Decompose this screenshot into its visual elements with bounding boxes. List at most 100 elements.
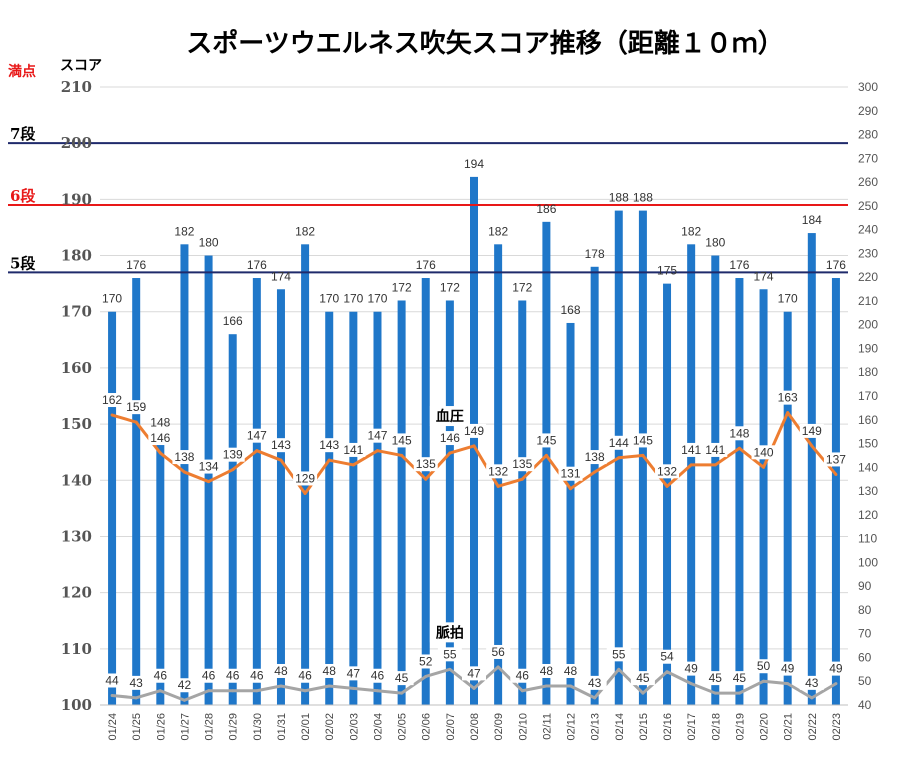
rank-label: 7段 [10, 125, 35, 143]
bar-value-label: 170 [102, 292, 122, 306]
point-label-bg [341, 442, 366, 457]
point-value-label: 55 [612, 647, 626, 661]
score-bar [132, 278, 141, 705]
series-point [351, 686, 355, 690]
point-value-label: 132 [488, 464, 508, 478]
series-point [569, 487, 573, 491]
bar-value-label: 188 [633, 191, 653, 205]
point-label-bg [148, 431, 173, 446]
point-label-bg [220, 668, 245, 683]
bar-value-label: 180 [199, 236, 219, 250]
series-point [255, 689, 259, 693]
x-tick-label: 01/29 [228, 713, 240, 741]
bar-value-label: 174 [271, 269, 291, 283]
bar-value-label: 184 [802, 213, 822, 227]
x-tick-label: 02/20 [759, 713, 771, 741]
point-label-bg [606, 647, 631, 662]
right-tick-label: 140 [858, 460, 878, 474]
score-bar [445, 300, 454, 705]
series-point [593, 696, 597, 700]
point-value-label: 159 [126, 400, 146, 414]
series-point [617, 667, 621, 671]
left-axis-label: スコア [60, 58, 102, 74]
point-label-bg [703, 671, 728, 686]
bar-value-label: 188 [609, 191, 629, 205]
point-label-bg [823, 452, 848, 467]
perfect-score-label: 満点 [8, 63, 36, 80]
point-value-label: 143 [271, 438, 291, 452]
series-point [231, 468, 235, 472]
point-label-bg [268, 663, 293, 678]
score-bar [421, 278, 430, 705]
point-value-label: 138 [174, 450, 194, 464]
point-value-label: 147 [247, 429, 267, 443]
point-label-bg [510, 668, 535, 683]
series-point [762, 465, 766, 469]
point-label-bg [100, 673, 125, 688]
score-bar [687, 244, 696, 706]
score-bar [470, 176, 478, 705]
point-value-label: 45 [395, 671, 409, 685]
series-point [207, 480, 211, 484]
series-point [400, 691, 404, 695]
point-value-label: 144 [609, 436, 629, 450]
score-bar [276, 289, 285, 705]
score-bar [228, 334, 237, 705]
series-point [448, 667, 452, 671]
series-point [786, 411, 790, 415]
bar-value-label: 182 [295, 224, 315, 238]
point-value-label: 45 [709, 671, 723, 685]
series-point [158, 689, 162, 693]
point-value-label: 46 [154, 669, 168, 683]
x-tick-label: 02/18 [710, 713, 722, 741]
bar-value-label: 180 [705, 236, 725, 250]
point-label-bg [630, 433, 655, 448]
left-tick-label: 150 [61, 415, 92, 433]
left-tick-label: 100 [61, 696, 92, 714]
point-value-label: 145 [633, 433, 653, 447]
bar-value-label: 182 [174, 224, 194, 238]
point-value-label: 141 [705, 443, 725, 457]
right-tick-label: 120 [858, 508, 878, 522]
right-tick-label: 190 [858, 341, 878, 355]
x-tick-label: 01/26 [155, 713, 167, 741]
series-point [351, 463, 355, 467]
series-point [544, 453, 548, 457]
point-value-label: 45 [733, 671, 747, 685]
right-tick-label: 100 [858, 555, 878, 569]
point-value-label: 149 [464, 424, 484, 438]
point-label-bg [510, 457, 535, 472]
point-label-bg [196, 459, 221, 474]
point-label-bg [437, 647, 462, 662]
bar-value-label: 172 [440, 280, 460, 294]
point-label-bg [727, 426, 752, 441]
right-tick-label: 210 [858, 294, 878, 308]
axes: 100 110 120 130 140 150 160 170 180 190 200 210 40 50… [61, 78, 879, 741]
series-point [520, 689, 524, 693]
point-label-bg [558, 466, 583, 481]
right-tick-label: 270 [858, 151, 878, 165]
point-value-label: 42 [178, 678, 192, 692]
point-value-label: 50 [757, 659, 771, 673]
point-value-label: 46 [202, 669, 216, 683]
series-point [472, 686, 476, 690]
point-value-label: 146 [440, 431, 460, 445]
bar-value-label: 178 [585, 247, 605, 261]
score-bar [735, 278, 744, 705]
series-point [617, 456, 621, 460]
point-label-bg [196, 668, 221, 683]
bar-value-label: 172 [392, 280, 412, 294]
series-point [665, 670, 669, 674]
point-label-bg [775, 390, 800, 405]
point-value-label: 134 [199, 460, 219, 474]
series-point [737, 446, 741, 450]
right-tick-label: 290 [858, 104, 878, 118]
series-point [520, 477, 524, 481]
series-point [400, 453, 404, 457]
x-tick-label: 02/23 [831, 713, 843, 741]
series-point [134, 696, 138, 700]
x-tick-label: 02/04 [372, 713, 384, 741]
series-point [786, 682, 790, 686]
point-label-bg [775, 661, 800, 676]
bar-value-label: 186 [536, 202, 556, 216]
